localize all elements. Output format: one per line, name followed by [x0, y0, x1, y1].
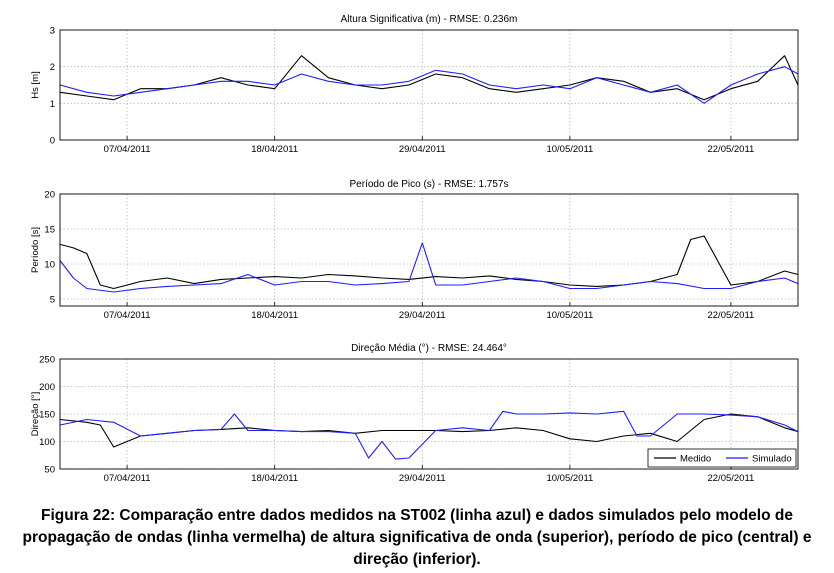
x-tick-label: 18/04/2011: [251, 473, 298, 484]
y-tick-label: 200: [39, 382, 55, 393]
figure-caption: Figura 22: Comparação entre dados medido…: [22, 507, 812, 568]
y-tick-label: 10: [44, 260, 55, 271]
y-tick-label: 50: [44, 465, 55, 476]
x-tick-label: 18/04/2011: [251, 310, 298, 321]
y-tick-label: 20: [44, 190, 55, 201]
y-axis-label: Direção [°]: [30, 392, 41, 436]
x-tick-label: 29/04/2011: [399, 144, 446, 155]
y-tick-label: 15: [44, 225, 55, 236]
x-tick-label: 22/05/2011: [707, 144, 754, 155]
figure: 0 1 2 3 07/04/2011 18/04/2011 29/04/2011 10/05/…: [30, 14, 799, 484]
y-tick-label: 3: [50, 26, 55, 37]
x-tick-label: 07/04/2011: [104, 310, 151, 321]
y-tick-label: 100: [39, 437, 55, 448]
series-line-simulado: [59, 66, 799, 104]
chart-panel-2: 5 10 15 20 07/04/2011 18/04/2011 29/04/2011 10/…: [30, 179, 799, 321]
x-tick-label: 29/04/2011: [399, 473, 446, 484]
x-tick-label: 07/04/2011: [104, 144, 151, 155]
x-tick-label: 18/04/2011: [251, 144, 298, 155]
y-tick-label: 5: [50, 295, 55, 306]
x-tick-label: 10/05/2011: [546, 473, 593, 484]
y-axis-label: Hs [m]: [30, 71, 41, 98]
legend-label-simulado: Simulado: [752, 454, 792, 465]
plot-area: [60, 194, 798, 306]
y-axis-label: Período [s]: [30, 227, 41, 273]
chart-title: Altura Significativa (m) - RMSE: 0.236m: [341, 14, 518, 25]
y-tick-label: 2: [50, 62, 55, 73]
chart-panel-3: 50 100 150 200 250 07/04/2011 18/04/2011 29/04/…: [30, 343, 799, 484]
series-line-simulado: [59, 242, 799, 293]
x-tick-label: 07/04/2011: [104, 473, 151, 484]
chart-title: Direção Média (°) - RMSE: 24.464°: [351, 343, 507, 354]
series-line-medido: [59, 235, 799, 290]
y-tick-label: 150: [39, 410, 55, 421]
axes-frame: [59, 193, 799, 307]
legend: Medido Simulado: [647, 448, 797, 468]
legend-label-medido: Medido: [680, 454, 711, 465]
axes-frame: [59, 29, 799, 141]
x-tick-label: 10/05/2011: [546, 144, 593, 155]
chart-panel-1: 0 1 2 3 07/04/2011 18/04/2011 29/04/2011 10/05/…: [30, 14, 799, 155]
x-tick-label: 10/05/2011: [546, 310, 593, 321]
legend-box: [647, 448, 797, 468]
plot-area: [60, 30, 798, 140]
chart-title: Período de Pico (s) - RMSE: 1.757s: [350, 179, 509, 190]
x-tick-label: 22/05/2011: [707, 310, 754, 321]
chart-panels: 0 1 2 3 07/04/2011 18/04/2011 29/04/2011 10/05/…: [30, 14, 799, 484]
x-tick-label: 29/04/2011: [399, 310, 446, 321]
y-tick-label: 0: [50, 136, 55, 147]
y-tick-label: 250: [39, 355, 55, 366]
y-tick-label: 1: [50, 99, 55, 110]
x-tick-label: 22/05/2011: [707, 473, 754, 484]
axes-frame: [59, 358, 799, 470]
series-line-simulado: [59, 410, 799, 460]
